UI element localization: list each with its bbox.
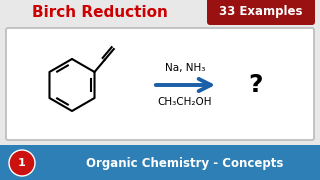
Bar [0,145,320,180]
FancyBboxPatch shape [207,0,315,25]
Text: Organic Chemistry - Concepts: Organic Chemistry - Concepts [86,156,284,170]
FancyBboxPatch shape [6,28,314,140]
Text: 33 Examples: 33 Examples [219,4,303,17]
Circle shape [9,150,35,176]
Text: Na, NH₃: Na, NH₃ [165,63,205,73]
Text: CH₃CH₂OH: CH₃CH₂OH [158,97,212,107]
Text: ?: ? [249,73,263,97]
Text: Birch Reduction: Birch Reduction [32,4,168,19]
Text: 1: 1 [18,158,26,168]
